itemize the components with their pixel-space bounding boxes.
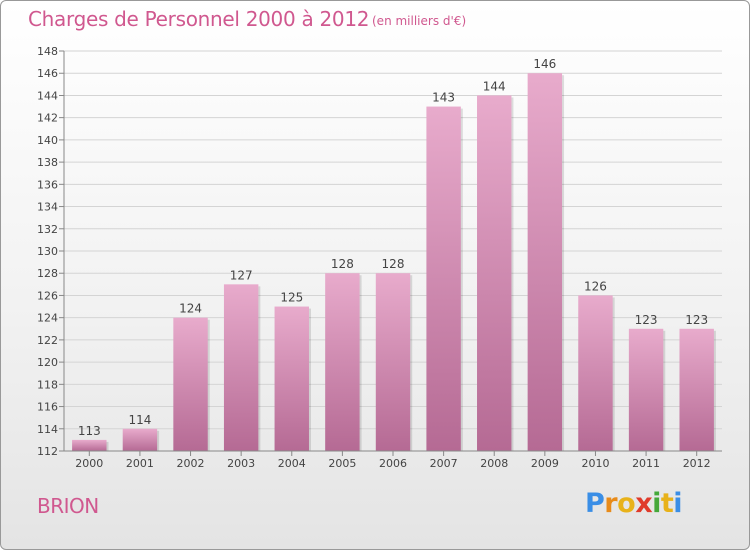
bar bbox=[628, 328, 664, 451]
bar-value-label: 143 bbox=[432, 91, 455, 105]
y-tick-label: 138 bbox=[37, 156, 58, 169]
bar bbox=[122, 428, 158, 451]
bar bbox=[375, 273, 411, 451]
bar bbox=[325, 273, 360, 451]
y-tick-label: 128 bbox=[37, 267, 58, 280]
y-tick-label: 130 bbox=[37, 245, 58, 258]
x-tick-label: 2011 bbox=[632, 457, 660, 470]
x-tick-label: 2006 bbox=[379, 457, 407, 470]
x-tick-label: 2001 bbox=[126, 457, 154, 470]
bar bbox=[527, 73, 563, 451]
x-tick-label: 2009 bbox=[531, 457, 559, 470]
y-tick-label: 140 bbox=[37, 134, 58, 147]
x-tick-label: 2005 bbox=[328, 457, 356, 470]
y-tick-label: 116 bbox=[37, 401, 58, 414]
bar-value-label: 123 bbox=[635, 313, 658, 327]
labels: 112 114 116 118 120 122 124 126 128 130 132 134 136 1… bbox=[37, 45, 711, 470]
x-tick-label: 2007 bbox=[430, 457, 458, 470]
y-tick-label: 142 bbox=[37, 112, 58, 125]
y-tick-label: 112 bbox=[37, 445, 58, 458]
bar-value-label: 123 bbox=[685, 313, 708, 327]
y-tick-label: 132 bbox=[37, 223, 58, 236]
bar bbox=[679, 328, 714, 451]
logo-letter: i bbox=[673, 488, 683, 519]
logo-letter: t bbox=[660, 488, 674, 519]
x-tick-label: 2003 bbox=[227, 457, 255, 470]
bar-value-label: 114 bbox=[128, 413, 151, 427]
y-tick-label: 134 bbox=[37, 201, 58, 214]
x-tick-label: 2012 bbox=[683, 457, 711, 470]
bar bbox=[426, 106, 461, 452]
place-name: BRION bbox=[37, 494, 99, 518]
y-tick-label: 120 bbox=[37, 356, 58, 369]
y-tick-label: 118 bbox=[37, 378, 58, 391]
y-tick-label: 136 bbox=[37, 178, 58, 191]
bar-value-label: 128 bbox=[331, 257, 354, 271]
y-tick-label: 148 bbox=[37, 45, 58, 58]
bar bbox=[173, 317, 208, 451]
bar bbox=[578, 295, 613, 451]
bar-value-label: 124 bbox=[179, 302, 202, 316]
axes bbox=[59, 50, 722, 456]
y-tick-label: 126 bbox=[37, 289, 58, 302]
bar-value-label: 125 bbox=[280, 291, 303, 305]
x-tick-label: 2008 bbox=[480, 457, 508, 470]
x-tick-label: 2000 bbox=[75, 457, 103, 470]
bar bbox=[274, 306, 309, 451]
y-tick-label: 122 bbox=[37, 334, 58, 347]
y-tick-label: 124 bbox=[37, 312, 58, 325]
bar bbox=[223, 284, 259, 451]
bar-value-label: 127 bbox=[230, 268, 253, 282]
y-tick-label: 146 bbox=[37, 67, 58, 80]
x-tick-label: 2010 bbox=[581, 457, 609, 470]
bar bbox=[72, 439, 107, 451]
bar-value-label: 146 bbox=[533, 57, 556, 71]
chart-unit: (en milliers d'€) bbox=[372, 14, 467, 28]
logo-letter: i bbox=[652, 488, 661, 519]
logo-letter: o bbox=[617, 488, 636, 519]
x-tick-label: 2004 bbox=[278, 457, 306, 470]
bar-value-label: 128 bbox=[382, 257, 405, 271]
bars bbox=[72, 73, 716, 452]
bar-value-label: 144 bbox=[483, 79, 506, 93]
logo-letter: x bbox=[635, 488, 653, 519]
y-tick-label: 144 bbox=[37, 89, 58, 102]
bar-value-label: 126 bbox=[584, 279, 607, 293]
bar-value-label: 113 bbox=[78, 424, 101, 438]
logo-letter: r bbox=[604, 488, 618, 519]
proxiti-logo: Proxiti bbox=[585, 488, 683, 519]
logo-letter: P bbox=[585, 488, 605, 519]
y-tick-label: 114 bbox=[37, 423, 58, 436]
bar bbox=[477, 95, 512, 451]
x-tick-label: 2002 bbox=[177, 457, 205, 470]
chart-title: Charges de Personnel 2000 à 2012 bbox=[28, 7, 370, 31]
